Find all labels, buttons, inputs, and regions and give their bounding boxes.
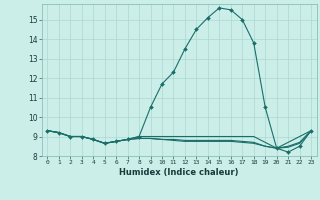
X-axis label: Humidex (Indice chaleur): Humidex (Indice chaleur) [119, 168, 239, 177]
